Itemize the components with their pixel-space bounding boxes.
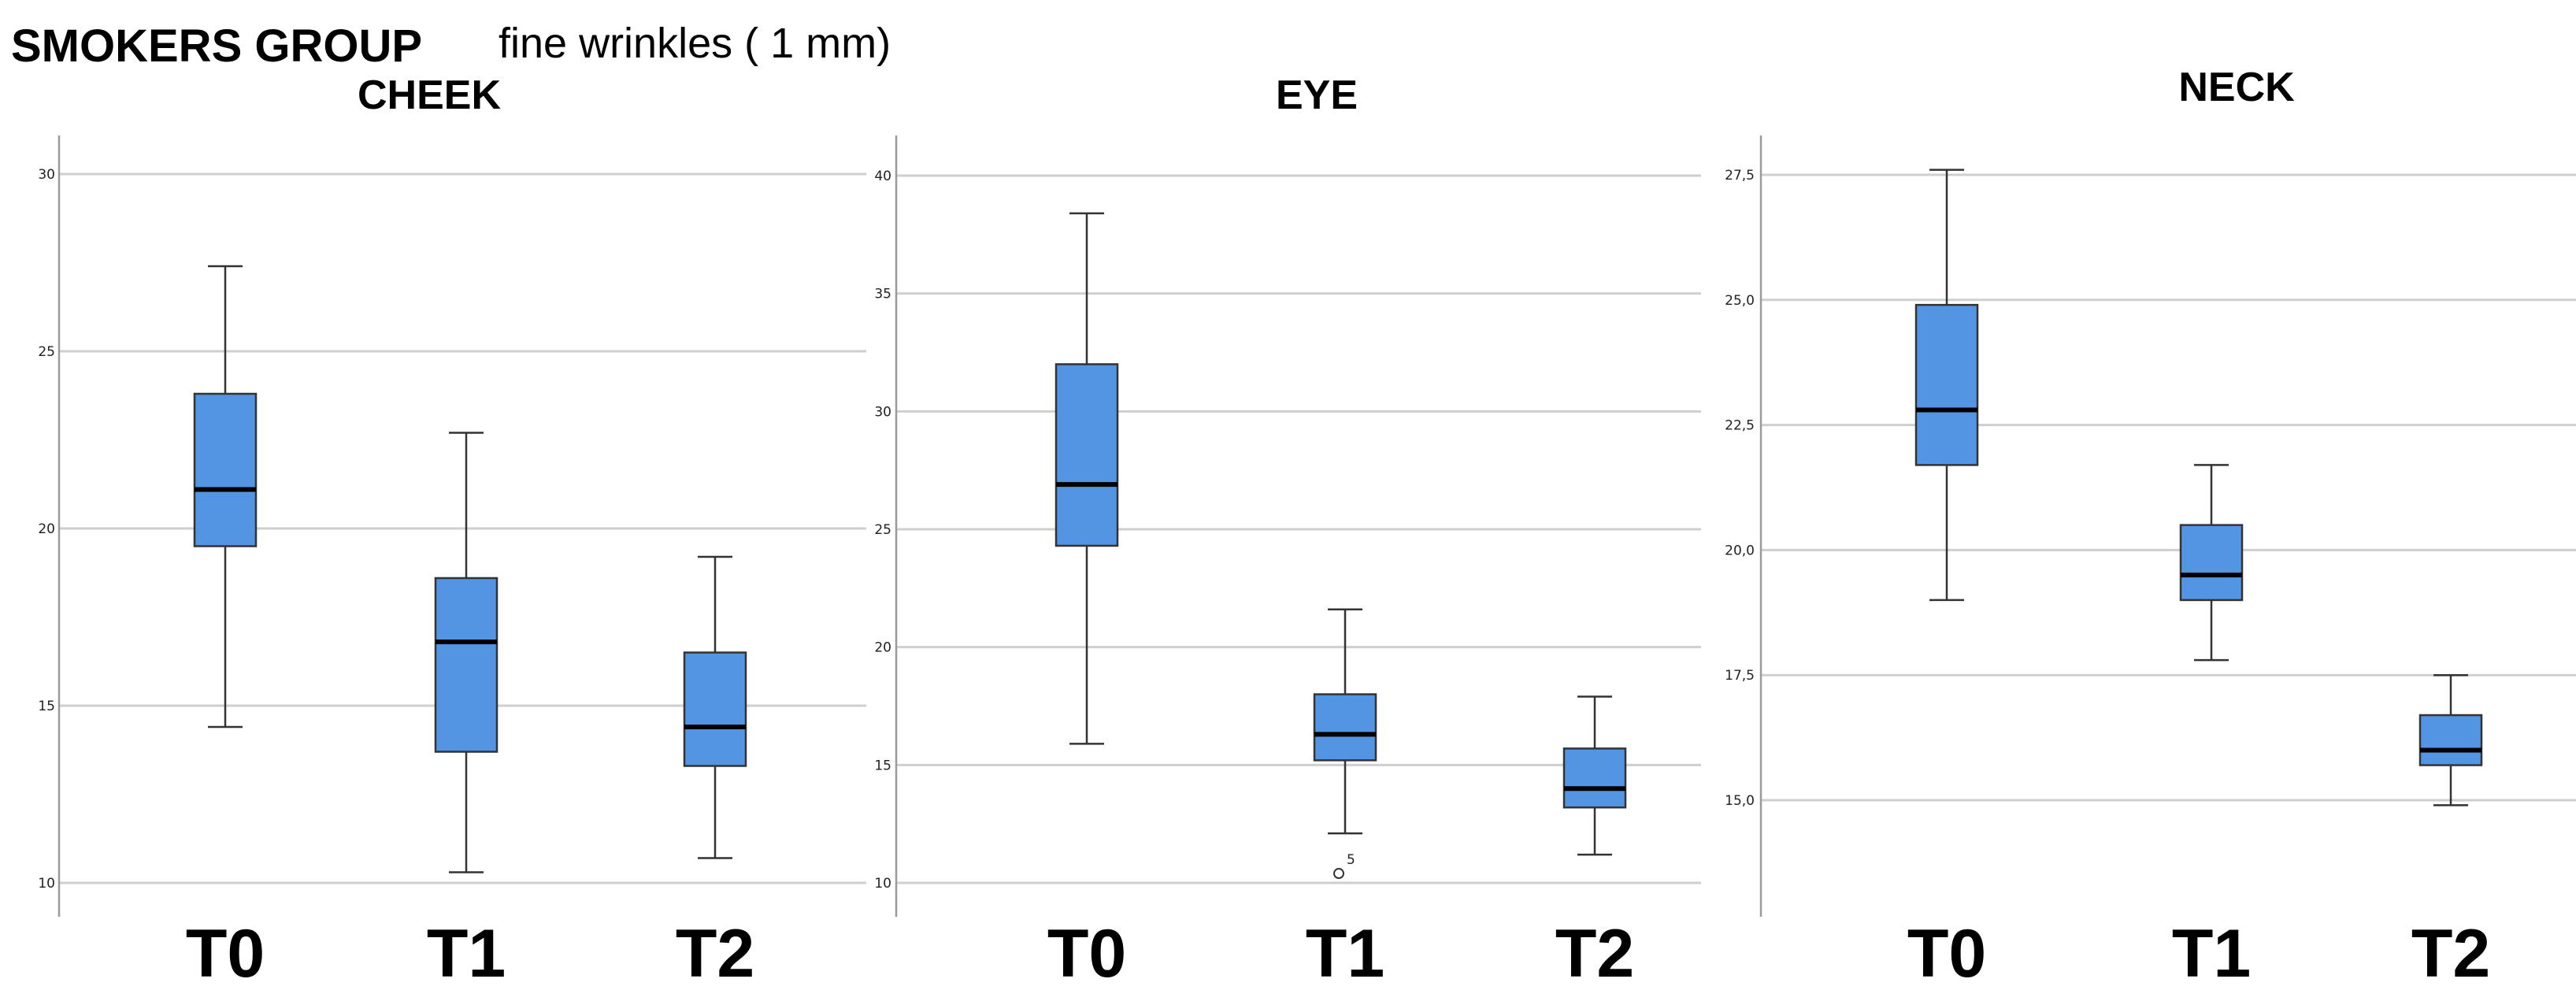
box-t0 (193, 265, 258, 729)
outlier-label: 5 (1347, 852, 1355, 868)
y-tick-label: 25 (874, 522, 891, 538)
iqr-box (1313, 693, 1377, 762)
figure-title: SMOKERS GROUP (11, 20, 422, 72)
y-tick-label: 17,5 (1725, 668, 1755, 684)
outlier-point (1333, 868, 1344, 880)
box-t2 (2418, 673, 2483, 806)
y-tick-label: 20 (38, 521, 55, 537)
y-tick-label: 20,0 (1725, 543, 1755, 558)
box-t2 (1562, 695, 1627, 856)
y-tick-label: 15 (38, 699, 55, 714)
y-tick-label: 10 (38, 876, 55, 892)
panel-title: NECK (2178, 65, 2295, 110)
y-tick-label: 27,5 (1725, 168, 1755, 184)
x-category-label: T0 (1907, 916, 1986, 990)
y-tick-label: 25 (38, 344, 55, 360)
x-category-label: T2 (2411, 916, 2490, 990)
chart-panel-neck: NECK 15,0 17,5 20,0 22,5 25,0 27,5 T0 T1 T2 (1725, 65, 2576, 990)
iqr-box (2179, 524, 2244, 602)
x-category-label: T0 (1047, 916, 1126, 990)
iqr-box (193, 392, 258, 547)
box-t2 (683, 555, 747, 859)
iqr-box (683, 651, 747, 767)
chart-panel-cheek: CHEEK 10 15 20 25 30 T0 T1 T2 (38, 72, 866, 990)
x-category-label: T2 (676, 916, 754, 990)
y-tick-label: 10 (874, 876, 891, 892)
y-tick-label: 40 (874, 169, 891, 184)
x-category-label: T0 (186, 916, 265, 990)
x-category-label: T1 (1306, 916, 1384, 990)
panel-title: CHEEK (358, 72, 501, 118)
iqr-box (1054, 363, 1119, 547)
iqr-box (2418, 714, 2483, 766)
y-tick-label: 15,0 (1725, 793, 1755, 809)
iqr-box (1562, 747, 1627, 809)
y-tick-label: 30 (38, 167, 55, 183)
iqr-box (434, 577, 499, 753)
box-t0 (1054, 212, 1119, 745)
y-tick-label: 20 (874, 640, 891, 656)
y-tick-label: 22,5 (1725, 418, 1755, 434)
panel-title: EYE (1276, 72, 1358, 118)
chart-panel-eye: EYE 10 15 20 25 30 35 40 T0 T1 T2 5 (874, 72, 1701, 990)
box-t1 (1313, 608, 1377, 835)
x-category-label: T1 (2172, 916, 2251, 990)
chart-panels: CHEEK 10 15 20 25 30 T0 T1 T2 EYE 10 15 20 25 30 35 40 T0… (38, 65, 2576, 990)
y-tick-label: 25,0 (1725, 293, 1755, 309)
iqr-box (1914, 303, 1979, 466)
x-category-label: T2 (1555, 916, 1634, 990)
y-tick-label: 30 (874, 404, 891, 420)
y-tick-label: 35 (874, 287, 891, 302)
box-t1 (434, 432, 499, 873)
box-t1 (2179, 464, 2244, 662)
x-category-label: T1 (427, 916, 506, 990)
figure-subtitle: fine wrinkles ( 1 mm) (499, 20, 891, 67)
y-tick-label: 15 (874, 758, 891, 773)
box-t0 (1914, 169, 1979, 602)
